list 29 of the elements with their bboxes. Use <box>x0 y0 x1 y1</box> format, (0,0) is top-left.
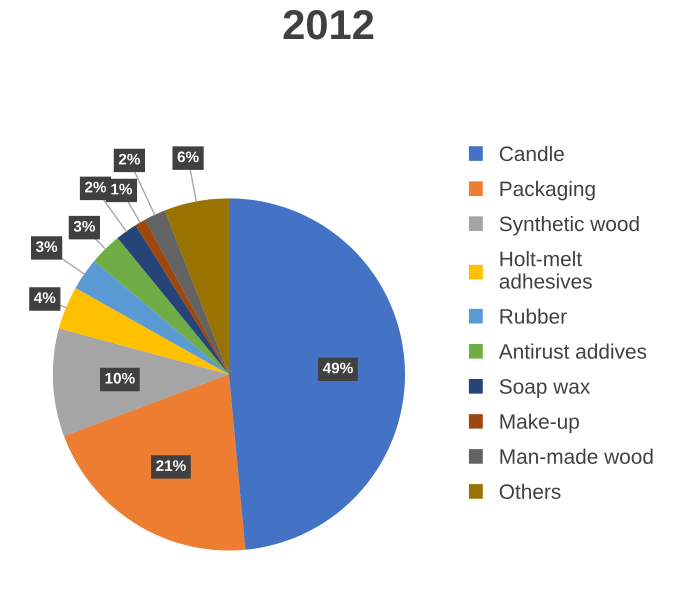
legend-label: Make-up <box>500 414 579 434</box>
data-label: 3% <box>36 241 58 252</box>
legend-label: Holt-melt adhesives <box>500 251 592 289</box>
legend-label: Synthetic wood <box>500 216 639 236</box>
data-label: 3% <box>74 220 96 232</box>
legend-label: Man-made wood <box>500 448 653 464</box>
data-label: 2% <box>85 182 106 192</box>
data-label: 6% <box>178 151 199 162</box>
pie-slice <box>58 288 229 374</box>
data-label: 10% <box>106 372 135 384</box>
legend-label: Packaging <box>500 180 595 200</box>
data-label: 49% <box>322 362 353 374</box>
legend-label: Antirust addives <box>498 344 646 359</box>
legend-label: Rubber <box>500 308 567 324</box>
pie-slice <box>94 238 229 374</box>
pie-slice <box>118 225 229 374</box>
legend-label: Others <box>500 484 561 500</box>
pie-slice <box>64 374 246 550</box>
data-label: 2% <box>118 154 140 165</box>
legend-label: Candle <box>500 146 564 162</box>
data-label: 1% <box>111 184 132 195</box>
data-label: 21% <box>156 460 186 471</box>
legend-label: Soap wax <box>500 379 590 398</box>
chart-title: 2012 <box>284 10 374 40</box>
pie-slice <box>52 328 229 436</box>
pie-slice <box>76 261 229 374</box>
data-label: 4% <box>34 292 56 304</box>
pie-slice <box>164 198 229 374</box>
pie-slice <box>228 198 405 550</box>
